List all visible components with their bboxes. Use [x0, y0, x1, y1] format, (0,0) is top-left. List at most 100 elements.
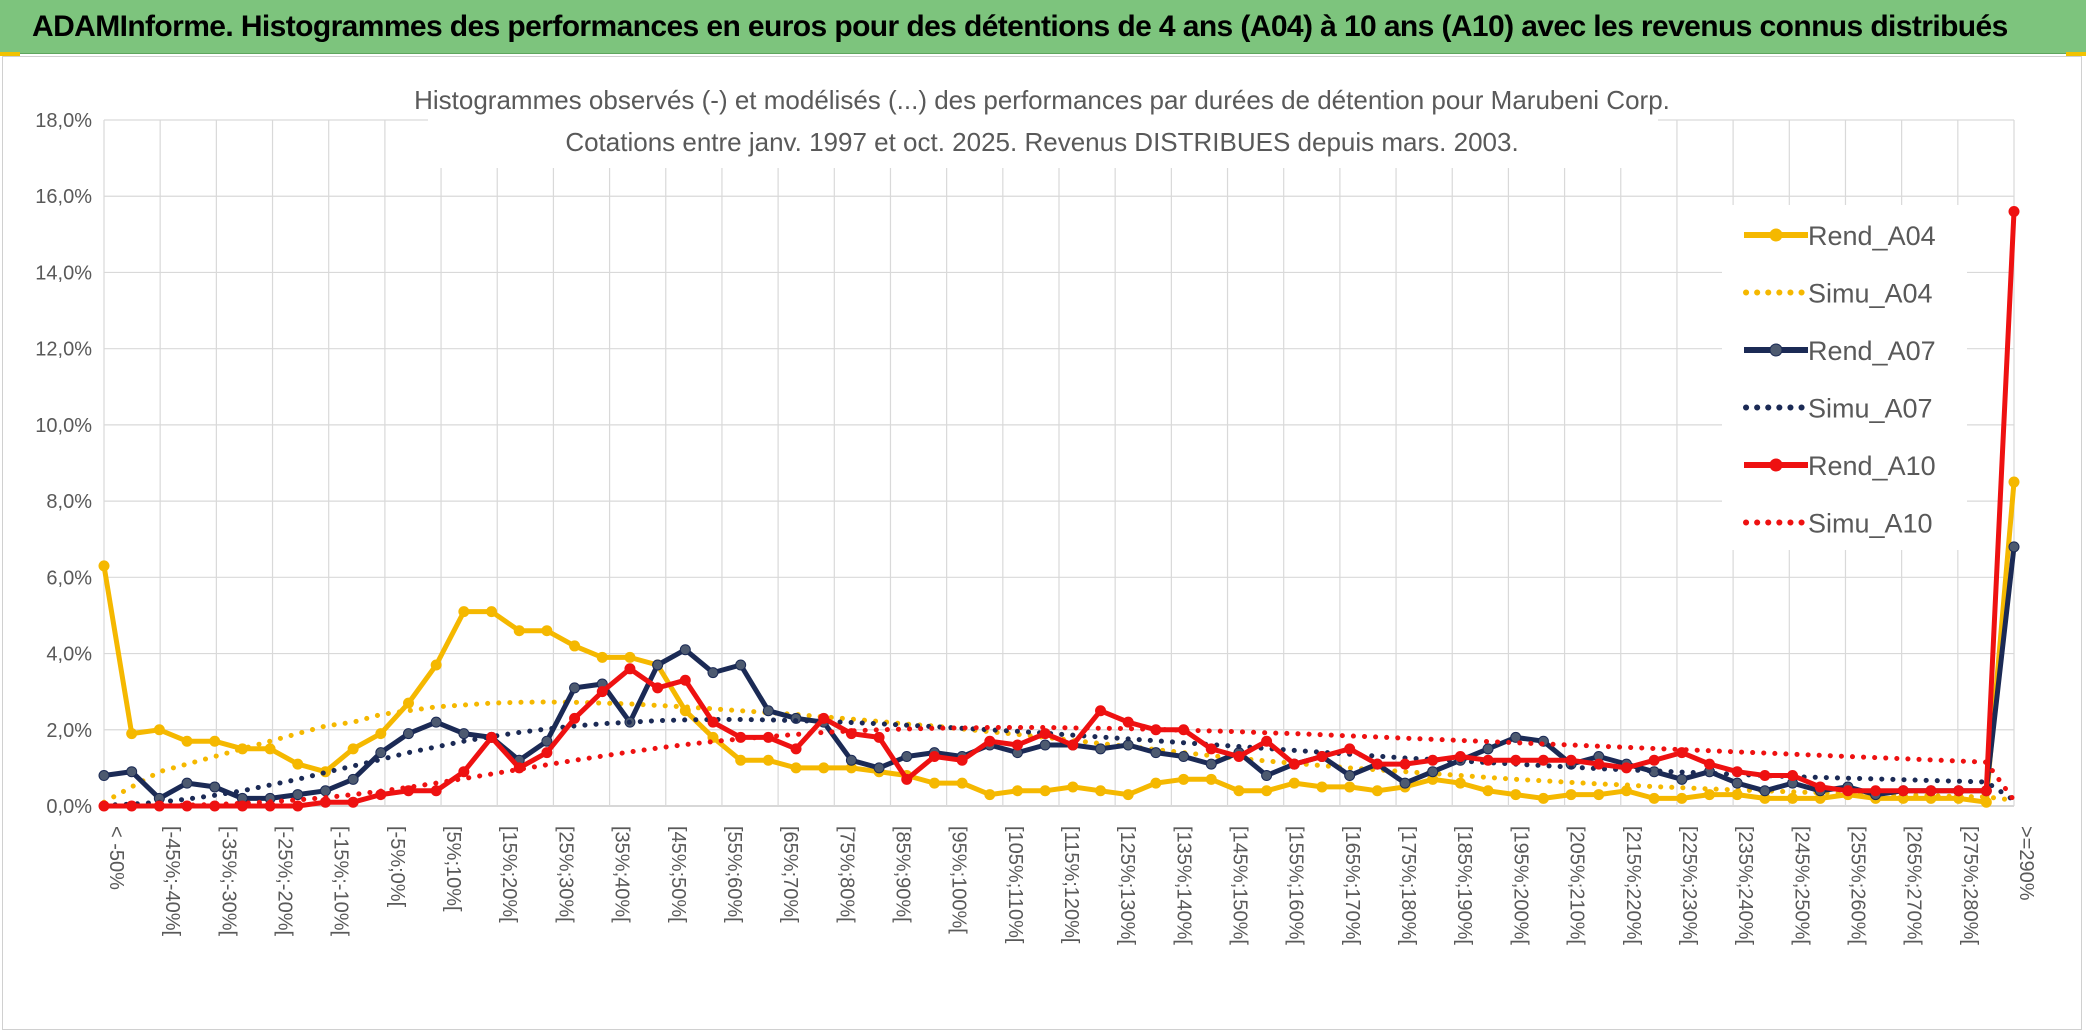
data-point	[181, 735, 193, 747]
data-point	[1399, 777, 1411, 789]
data-point	[818, 712, 830, 724]
data-point	[1122, 716, 1134, 728]
x-tick-label: [155%;160%[	[1285, 826, 1307, 945]
x-tick-label: [-5%;0%[	[386, 826, 408, 908]
data-point	[984, 735, 996, 747]
data-point	[1537, 754, 1549, 766]
y-tick-label: 2,0%	[46, 720, 92, 742]
x-tick-label: [175%;180%[	[1397, 826, 1419, 945]
data-point	[1482, 743, 1494, 755]
report-banner: ADAMInforme. Histogrammes des performanc…	[0, 0, 2086, 54]
data-point	[1233, 750, 1245, 762]
legend-marker	[1769, 458, 1783, 472]
data-point	[1178, 750, 1190, 762]
chart-subtitle: Cotations entre janv. 1997 et oct. 2025.…	[565, 127, 1518, 157]
data-point	[1011, 785, 1023, 797]
x-tick-label: [115%;120%[	[1060, 826, 1082, 944]
x-tick-label: [-35%;-30%[	[217, 826, 239, 936]
data-point	[375, 728, 387, 740]
legend: Rend_A04 Simu_A04 Rend_A07 Simu_A07 Rend_A10…	[1722, 205, 1967, 550]
data-point	[486, 606, 498, 618]
chart-frame	[2, 56, 2082, 1030]
legend-background	[1722, 205, 1967, 550]
data-point	[1344, 770, 1356, 782]
data-point	[98, 560, 110, 572]
y-tick-label: 10,0%	[35, 415, 92, 437]
data-point	[1095, 705, 1107, 717]
data-point	[956, 754, 968, 766]
x-tick-label: [85%;90%[	[891, 826, 913, 923]
x-tick-label: < -50%	[105, 826, 127, 890]
legend-marker	[1769, 343, 1783, 357]
y-tick-label: 14,0%	[35, 262, 92, 284]
y-tick-label: 18,0%	[35, 110, 92, 132]
data-point	[1787, 792, 1799, 804]
data-point	[1205, 743, 1217, 755]
data-point	[1897, 785, 1909, 797]
data-point	[375, 747, 387, 759]
data-point	[735, 754, 747, 766]
data-point	[1510, 789, 1522, 801]
data-point	[845, 754, 857, 766]
data-point	[1454, 777, 1466, 789]
series-line-rend-a04	[101, 481, 2017, 805]
data-point	[1371, 785, 1383, 797]
data-point	[541, 625, 553, 637]
data-point	[1399, 758, 1411, 770]
corner-accent-right	[2066, 52, 2086, 56]
x-tick-label: [185%;190%[	[1453, 826, 1475, 945]
data-point	[1316, 750, 1328, 762]
data-point	[790, 743, 802, 755]
data-point	[1648, 792, 1660, 804]
data-point	[2008, 205, 2020, 217]
data-point	[513, 625, 525, 637]
data-point	[1095, 743, 1107, 755]
corner-accent-left	[0, 52, 20, 56]
data-point	[1427, 754, 1439, 766]
data-point	[1233, 785, 1245, 797]
data-point	[596, 686, 608, 698]
data-point	[569, 640, 581, 652]
data-point	[928, 750, 940, 762]
data-point	[458, 606, 470, 618]
x-tick-label: [235%;240%[	[1734, 826, 1756, 945]
x-tick-label: [135%;140%[	[1172, 826, 1194, 945]
data-point	[1704, 789, 1716, 801]
data-point	[541, 735, 553, 747]
data-point	[292, 789, 304, 801]
data-point	[1593, 789, 1605, 801]
y-tick-label: 6,0%	[46, 567, 92, 589]
data-point	[652, 682, 664, 694]
series-line-simu-a04	[101, 699, 2017, 805]
legend-label-rend-a04: Rend_A04	[1808, 221, 1936, 251]
data-point	[1011, 739, 1023, 751]
x-tick-label: [145%;150%[	[1229, 826, 1251, 945]
data-point	[264, 743, 276, 755]
data-point	[1980, 796, 1992, 808]
data-point	[1067, 781, 1079, 793]
x-tick-label: [215%;220%[	[1622, 826, 1644, 945]
data-point	[679, 644, 691, 656]
legend-label-simu-a07: Simu_A07	[1808, 394, 1933, 424]
data-point	[569, 712, 581, 724]
data-point	[873, 762, 885, 774]
data-point	[1261, 785, 1273, 797]
data-point	[707, 667, 719, 679]
y-tick-label: 16,0%	[35, 186, 92, 208]
data-point	[1039, 785, 1051, 797]
chart-title: Histogrammes observés (-) et modélisés (…	[414, 85, 1670, 115]
legend-label-rend-a10: Rend_A10	[1808, 451, 1936, 481]
x-tick-label: >=290%	[2015, 826, 2037, 901]
x-tick-label: [65%;70%[	[779, 826, 801, 923]
data-point	[319, 785, 331, 797]
data-point	[1759, 785, 1771, 797]
data-point	[1316, 781, 1328, 793]
data-point	[1427, 766, 1439, 778]
data-point	[1537, 792, 1549, 804]
y-tick-label: 0,0%	[46, 796, 92, 818]
data-point	[458, 728, 470, 740]
x-tick-label: [205%;210%[	[1566, 826, 1588, 945]
data-point	[209, 735, 221, 747]
series-line-rend-a07	[103, 546, 2017, 801]
